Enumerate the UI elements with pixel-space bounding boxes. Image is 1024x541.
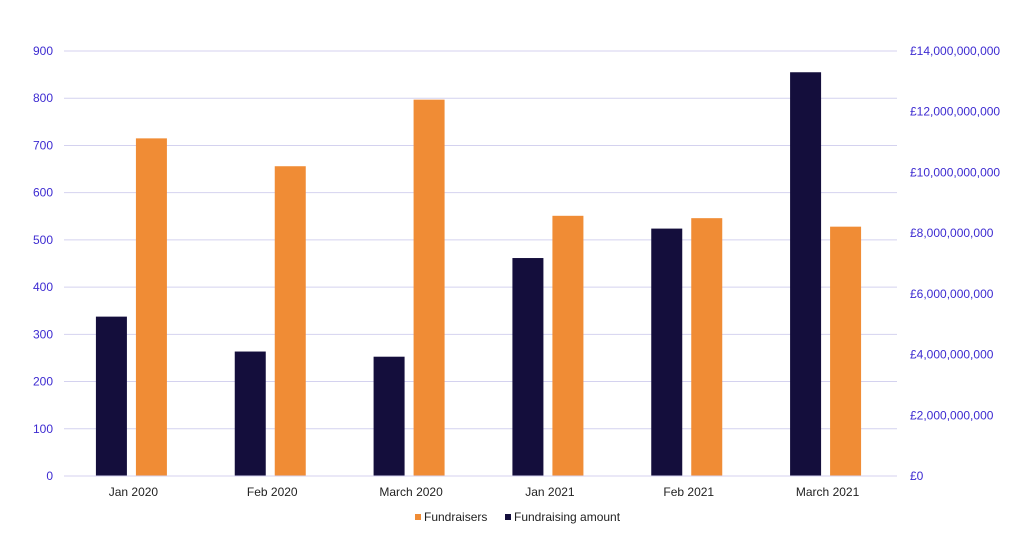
right-axis-tick-label: £6,000,000,000 [910,287,994,301]
x-axis-tick-label: March 2021 [796,485,860,499]
left-axis-tick-label: 0 [46,469,53,483]
x-axis-tick-label: Jan 2020 [109,485,159,499]
left-axis-tick-label: 100 [33,422,53,436]
left-axis-tick-label: 500 [33,233,53,247]
right-axis-ticks: £0 £2,000,000,000 £4,000,000,000 £6,000,000… [910,44,1000,483]
left-axis-ticks: 0 100 200 300 400 500 600 700 800 900 [33,44,53,483]
x-axis-tick-label: Jan 2021 [525,485,575,499]
legend-swatch-fundraisers [415,514,421,520]
bar-fundraising-amount [790,72,822,476]
right-axis-tick-label: £8,000,000,000 [910,226,994,240]
left-axis-tick-label: 400 [33,280,53,294]
x-axis-tick-label: Feb 2021 [663,485,714,499]
x-axis-ticks: Jan 2020 Feb 2020 March 2020 Jan 2021 Feb 20… [109,485,860,499]
bar-fundraising-amount [512,258,544,476]
right-axis-tick-label: £12,000,000,000 [910,105,1000,119]
right-axis-tick-label: £14,000,000,000 [910,44,1000,58]
right-axis-tick-label: £0 [910,469,924,483]
bars [95,72,862,477]
bar-fundraisers [691,218,723,476]
left-axis-tick-label: 900 [33,44,53,58]
legend-label-fundraising-amount: Fundraising amount [514,510,621,524]
left-axis-tick-label: 600 [33,186,53,200]
left-axis-tick-label: 800 [33,91,53,105]
bar-fundraising-amount [95,316,127,476]
x-axis-tick-label: March 2020 [379,485,443,499]
legend-swatch-fundraising-amount [505,514,511,520]
left-axis-tick-label: 700 [33,138,53,152]
bar-fundraisers [413,99,445,476]
right-axis-tick-label: £2,000,000,000 [910,408,994,422]
right-axis-tick-label: £10,000,000,000 [910,165,1000,179]
bar-fundraisers [274,166,306,476]
bar-fundraisers [552,215,584,477]
bar-fundraising-amount [651,228,683,476]
right-axis-tick-label: £4,000,000,000 [910,348,994,362]
legend: Fundraisers Fundraising amount [415,510,621,524]
gridlines [64,50,897,430]
bar-fundraisers [830,226,862,476]
x-axis-tick-label: Feb 2020 [247,485,298,499]
left-axis-tick-label: 200 [33,375,53,389]
legend-label-fundraisers: Fundraisers [424,510,487,524]
bar-fundraisers [135,138,167,476]
bar-fundraising-amount [373,356,405,476]
bar-fundraising-amount [234,351,266,476]
left-axis-tick-label: 300 [33,327,53,341]
